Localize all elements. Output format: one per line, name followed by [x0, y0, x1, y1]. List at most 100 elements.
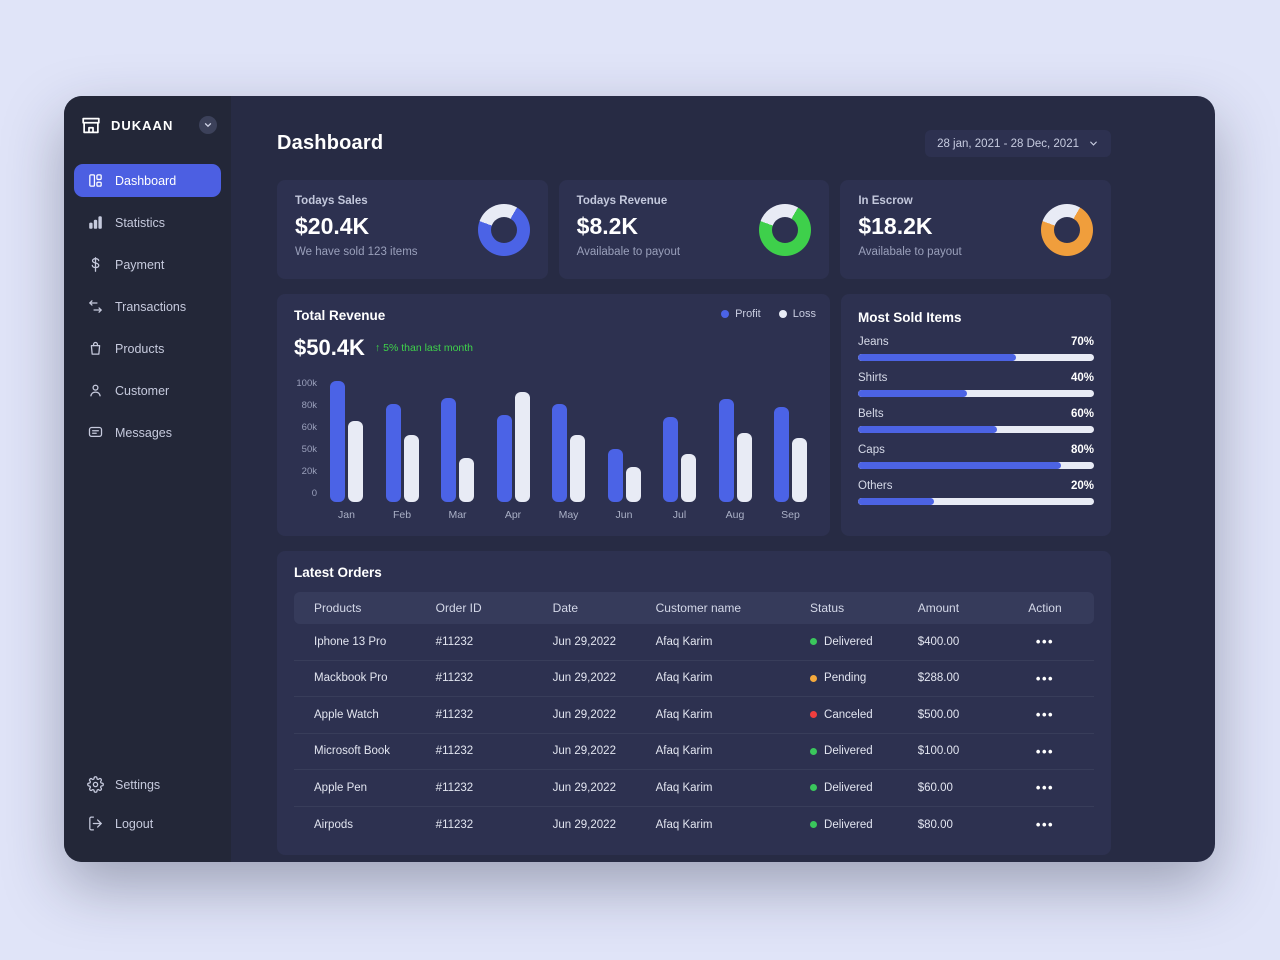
cell-date: Jun 29,2022: [552, 781, 616, 794]
orders-table-header: Products Order ID Date Customer name Status A…: [294, 592, 1094, 624]
profit-bar: [607, 449, 623, 502]
x-axis-label: May: [558, 509, 579, 521]
row-actions-button[interactable]: •••: [1035, 780, 1055, 796]
legend-item-loss[interactable]: Loss: [778, 308, 816, 320]
donut-chart: [759, 203, 812, 256]
loss-bar: [459, 458, 474, 502]
status-dot: [810, 674, 818, 682]
table-row: Mackbook Pro #11232 Jun 29,2022 Afaq Karim P…: [294, 661, 1094, 697]
cell-status: Canceled: [810, 709, 918, 721]
cell-order-id: #11232: [435, 818, 474, 831]
progress-bar: [858, 498, 1094, 505]
chevron-down-icon: [1088, 138, 1099, 149]
stat-card-subtitle: Availabale to payout: [576, 246, 681, 258]
item-label: Caps: [858, 444, 885, 456]
row-actions-button[interactable]: •••: [1035, 670, 1055, 686]
table-row: Iphone 13 Pro #11232 Jun 29,2022 Afaq Karim…: [294, 624, 1094, 661]
stat-card: Todays Revenue $8.2K Availabale to payout: [558, 180, 830, 279]
sidebar-item-label: Payment: [115, 257, 165, 272]
stat-card-subtitle: We have sold 123 items: [295, 246, 418, 258]
transactions-icon: [87, 298, 104, 315]
most-sold-panel: Most Sold Items Jeans 70% Shirts 40% Belts 60…: [841, 294, 1111, 536]
brand: DUKAAN: [64, 114, 231, 150]
y-axis-tick: 0: [311, 488, 317, 499]
page-title: Dashboard: [277, 132, 384, 154]
dashboard-icon: [87, 172, 104, 189]
row-actions-button[interactable]: •••: [1035, 707, 1055, 723]
logout-icon: [87, 815, 104, 832]
cell-customer: Afaq Karim: [655, 781, 713, 794]
sidebar-item-logout[interactable]: Logout: [74, 807, 221, 840]
sidebar-item-label: Messages: [115, 425, 172, 440]
profit-bar: [385, 404, 401, 502]
y-axis-tick: 100k: [296, 378, 317, 389]
bar-group-mar: Mar: [441, 375, 474, 523]
most-sold-item: Others 20%: [858, 480, 1094, 505]
donut-chart: [477, 203, 530, 256]
loss-bar: [570, 435, 585, 502]
date-range-picker[interactable]: 28 jan, 2021 - 28 Dec, 2021: [925, 130, 1111, 157]
progress-bar: [858, 426, 1094, 433]
most-sold-item: Belts 60%: [858, 408, 1094, 433]
column-header-action: Action: [1028, 601, 1062, 615]
legend-item-profit[interactable]: Profit: [721, 308, 761, 320]
stat-card-value: $18.2K: [858, 213, 933, 239]
payment-icon: [87, 256, 104, 273]
latest-orders-title: Latest Orders: [294, 565, 382, 580]
sidebar-nav: Dashboard Statistics Payment Transactions Pr…: [64, 164, 231, 449]
legend-label: Loss: [792, 308, 816, 320]
sidebar-footer: Settings Logout: [64, 768, 231, 840]
cell-product: Mackbook Pro: [314, 672, 388, 685]
cell-amount: $288.00: [917, 672, 960, 685]
cell-status: Delivered: [810, 745, 918, 757]
legend-dot: [721, 310, 730, 318]
cell-product: Iphone 13 Pro: [314, 635, 387, 648]
sidebar-item-customer[interactable]: Customer: [74, 374, 221, 407]
x-axis-label: Jun: [615, 509, 633, 521]
most-sold-item: Caps 80%: [858, 444, 1094, 469]
column-header-status: Status: [810, 601, 845, 615]
y-axis-tick: 20k: [301, 466, 317, 477]
status-dot: [810, 821, 818, 829]
progress-bar: [858, 390, 1094, 397]
sidebar-item-dashboard[interactable]: Dashboard: [74, 164, 221, 197]
cell-status: Delivered: [810, 819, 918, 831]
x-axis-label: Feb: [392, 509, 412, 521]
table-row: Apple Pen #11232 Jun 29,2022 Afaq Karim Deli…: [294, 770, 1094, 807]
cell-status: Delivered: [810, 636, 918, 648]
sidebar-item-label: Logout: [115, 816, 154, 831]
x-axis-label: Jul: [672, 509, 687, 521]
sidebar-item-products[interactable]: Products: [74, 332, 221, 365]
sidebar-item-statistics[interactable]: Statistics: [74, 206, 221, 239]
cell-amount: $80.00: [917, 818, 953, 831]
loss-bar: [736, 433, 752, 502]
bar-group-jun: Jun: [607, 375, 641, 523]
sidebar-item-settings[interactable]: Settings: [74, 768, 221, 801]
table-row: Apple Watch #11232 Jun 29,2022 Afaq Karim Ca…: [294, 697, 1094, 734]
x-axis-label: Apr: [504, 509, 522, 521]
cell-product: Apple Watch: [314, 708, 379, 721]
row-actions-button[interactable]: •••: [1035, 634, 1055, 650]
most-sold-item: Jeans 70%: [858, 336, 1094, 361]
sidebar-item-transactions[interactable]: Transactions: [74, 290, 221, 323]
storefront-logo-icon: [80, 114, 102, 136]
most-sold-title: Most Sold Items: [858, 310, 962, 325]
cell-amount: $400.00: [917, 635, 960, 648]
item-label: Others: [858, 480, 893, 492]
sidebar-item-payment[interactable]: Payment: [74, 248, 221, 281]
legend-label: Profit: [735, 308, 761, 320]
revenue-total: $50.4K: [294, 335, 365, 360]
item-percent: 60%: [1070, 408, 1094, 420]
row-actions-button[interactable]: •••: [1035, 743, 1055, 759]
y-axis-tick: 80k: [301, 400, 317, 411]
progress-bar: [858, 354, 1094, 361]
chevron-down-icon[interactable]: [199, 116, 217, 134]
y-axis-tick: 60k: [301, 422, 317, 433]
x-axis-label: Jan: [338, 509, 355, 521]
row-actions-button[interactable]: •••: [1035, 817, 1055, 833]
cell-date: Jun 29,2022: [552, 635, 616, 648]
item-percent: 80%: [1070, 444, 1094, 456]
column-header-date: Date: [552, 601, 579, 615]
sidebar-item-messages[interactable]: Messages: [74, 416, 221, 449]
profit-bar: [663, 417, 678, 502]
